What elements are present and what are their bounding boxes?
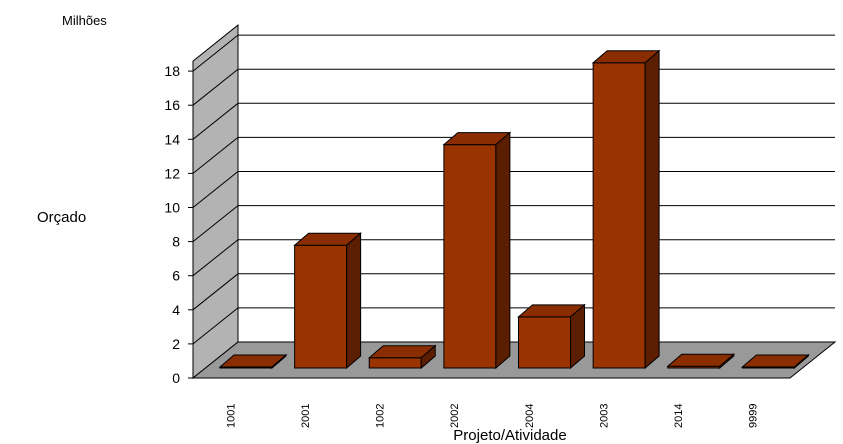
y-tick-label: 0 — [172, 370, 180, 386]
bar-front — [295, 245, 347, 368]
y-tick-label: 6 — [172, 268, 180, 284]
y-tick-label: 10 — [164, 200, 180, 216]
bar-2001 — [295, 233, 361, 368]
gridline — [193, 35, 835, 71]
y-tick-labels: 0 2 4 6 8 10 12 14 16 18 — [164, 61, 193, 386]
bar-front — [444, 145, 496, 368]
y-tick-label: 16 — [164, 97, 180, 113]
category-label: 2001 — [300, 404, 312, 428]
category-label: 2004 — [524, 404, 536, 428]
x-category-labels: 1001 2001 1002 2002 2004 2003 2014 9999 — [225, 404, 759, 428]
gridline — [193, 240, 835, 276]
category-label: 2002 — [449, 404, 461, 428]
gridline — [193, 206, 835, 242]
unit-label: Milhões — [62, 13, 107, 28]
category-label: 2014 — [673, 404, 685, 428]
gridline — [193, 69, 835, 105]
y-axis-title: Orçado — [37, 209, 86, 226]
x-axis-title: Projeto/Atividade — [453, 427, 566, 444]
bar-2002 — [444, 133, 510, 368]
category-label: 2003 — [598, 404, 610, 428]
category-label: 9999 — [748, 404, 760, 428]
floor — [193, 342, 835, 378]
bar-1002 — [369, 346, 435, 368]
y-tick-label: 8 — [172, 234, 180, 250]
bar-front — [519, 317, 571, 368]
y-tick-label: 14 — [164, 131, 180, 147]
gridlines — [193, 35, 835, 344]
bar-2004 — [519, 305, 585, 368]
bars — [220, 51, 808, 368]
bar-front — [593, 63, 645, 368]
y-tick-label: 4 — [172, 302, 180, 318]
y-tick-label: 12 — [164, 165, 180, 181]
bar-side — [645, 51, 659, 368]
category-label: 1001 — [225, 404, 237, 428]
gridline — [193, 137, 835, 173]
bar-side — [347, 233, 361, 368]
gridline — [193, 308, 835, 344]
bar-side — [496, 133, 510, 368]
chart-walls — [193, 25, 835, 378]
bar-2003 — [593, 51, 659, 368]
gridline — [193, 103, 835, 139]
category-label: 1002 — [375, 404, 387, 428]
bar-front — [369, 358, 421, 368]
gridline — [193, 274, 835, 310]
y-tick-label: 18 — [164, 63, 180, 79]
gridline — [193, 172, 835, 208]
y-tick-label: 2 — [172, 336, 180, 352]
